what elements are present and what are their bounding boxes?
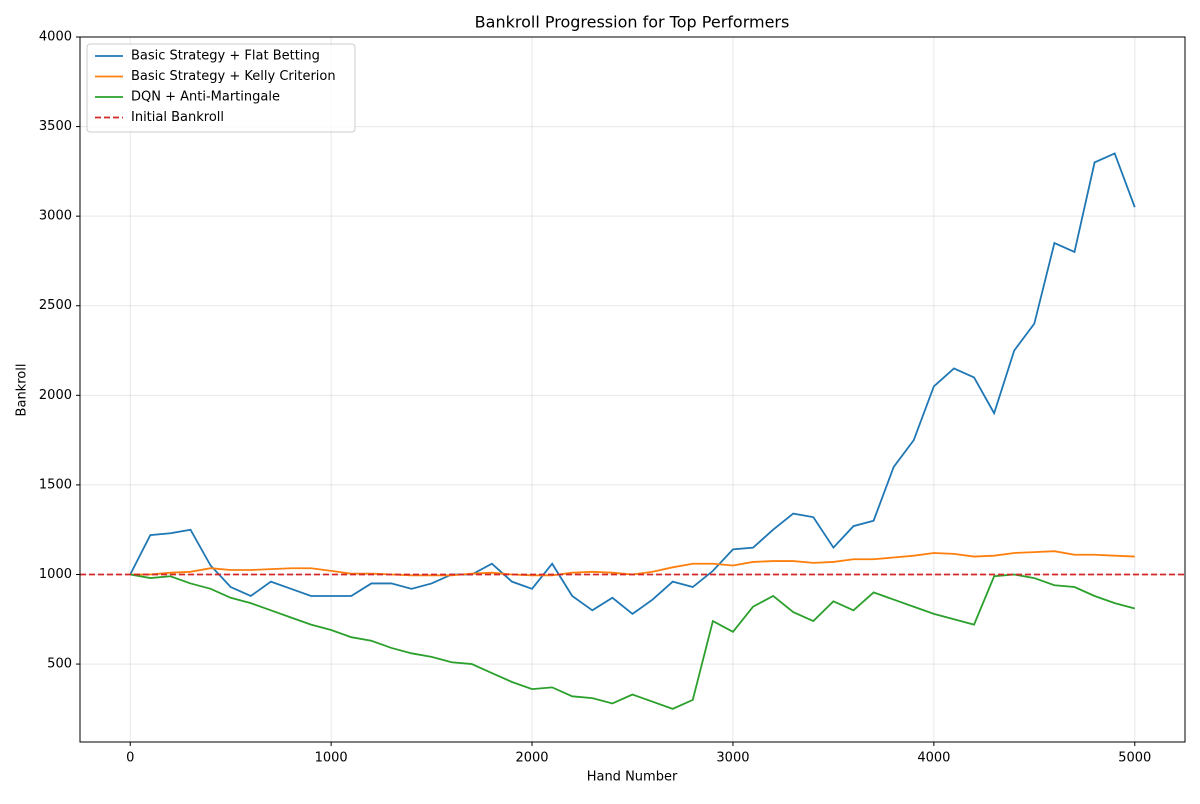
- series-line: [130, 573, 1136, 710]
- x-tick-label: 5000: [1118, 751, 1151, 766]
- y-tick-label: 1000: [39, 567, 72, 582]
- y-tick-label: 2000: [39, 388, 72, 403]
- y-axis-label: Bankroll: [15, 364, 30, 417]
- y-tick-label: 3000: [39, 209, 72, 224]
- legend-label: DQN + Anti-Martingale: [131, 90, 280, 105]
- y-tick-label: 3500: [39, 119, 72, 134]
- series-line: [129, 152, 1136, 616]
- chart-title: Bankroll Progression for Top Performers: [475, 13, 790, 32]
- legend-label: Basic Strategy + Kelly Criterion: [131, 69, 336, 84]
- x-tick-label: 0: [126, 751, 134, 766]
- plot-frame: [79, 36, 1186, 743]
- legend-label: Basic Strategy + Flat Betting: [131, 49, 320, 64]
- x-tick-label: 2000: [515, 751, 548, 766]
- series-line: [130, 550, 1135, 577]
- legend-label: Initial Bankroll: [131, 110, 224, 125]
- y-tick-label: 2500: [39, 298, 72, 313]
- x-tick-label: 4000: [917, 751, 950, 766]
- y-tick-label: 1500: [39, 477, 72, 492]
- x-tick-label: 3000: [716, 751, 749, 766]
- x-tick-label: 1000: [315, 751, 348, 766]
- x-axis-label: Hand Number: [587, 770, 678, 785]
- legend-box: [86, 43, 356, 133]
- y-tick-label: 500: [47, 657, 72, 672]
- y-tick-label: 4000: [39, 30, 72, 45]
